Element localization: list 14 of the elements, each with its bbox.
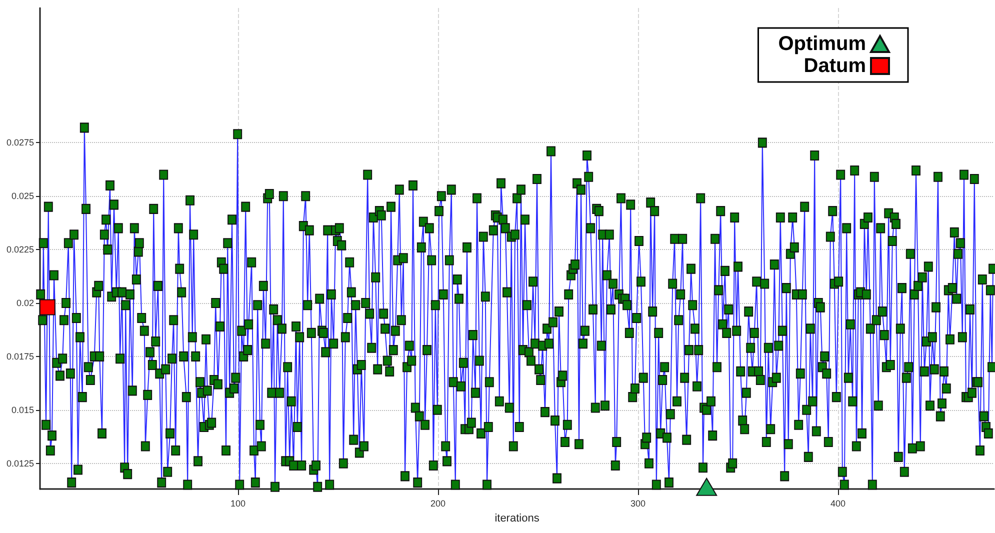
- y-tick-label: 0.02: [16, 298, 34, 308]
- legend-label: Optimum: [778, 33, 866, 55]
- y-tick-label: 0.0125: [6, 458, 34, 468]
- y-tick-label: 0.025: [11, 191, 34, 202]
- y-tick-label: 0.0225: [6, 244, 34, 255]
- x-tick-label: 400: [830, 498, 846, 508]
- x-tick-label: 300: [630, 498, 646, 508]
- y-tick-label: 0.0175: [6, 351, 34, 362]
- x-tick-label: 100: [230, 498, 246, 508]
- x-axis-title: iterations: [494, 512, 540, 524]
- y-tick-label: 0.0275: [6, 138, 34, 148]
- y-tick-label: 0.015: [11, 404, 34, 415]
- x-tick-label: 200: [430, 498, 446, 508]
- legend-label: Datum: [804, 55, 866, 77]
